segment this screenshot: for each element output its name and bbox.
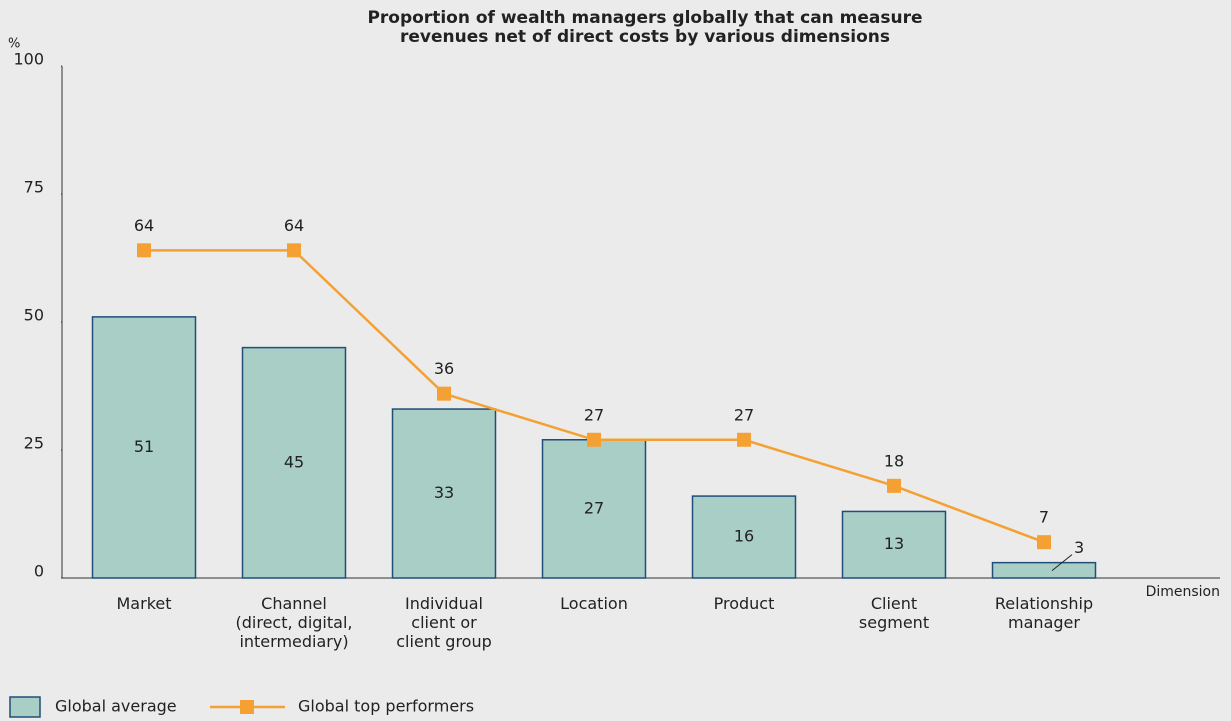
leader-line [1051, 554, 1073, 572]
line-value-label: 36 [434, 359, 454, 378]
bar-value-label: 45 [284, 452, 304, 471]
x-tick-label: Channel (direct, digital, intermediary) [235, 594, 353, 651]
bar-value-label: 16 [734, 527, 754, 546]
bar [241, 346, 347, 579]
x-tick-label: Market [116, 594, 172, 613]
line-value-label: 27 [584, 405, 604, 424]
y-tick-label: 50 [24, 306, 44, 325]
bar [391, 408, 497, 579]
bar-value-label: 33 [434, 483, 454, 502]
y-tick-label: 0 [34, 562, 44, 581]
bar [91, 316, 197, 579]
bar-value-label: 3 [1074, 538, 1084, 557]
legend-label: Global top performers [298, 697, 474, 716]
y-tick-label: 25 [24, 434, 44, 453]
line-marker [587, 432, 601, 447]
line-value-label: 27 [734, 405, 754, 424]
line-marker [137, 243, 151, 258]
y-unit: % [8, 37, 20, 52]
line-marker [887, 478, 901, 493]
x-tick-label: Individual client or client group [396, 594, 492, 651]
x-tick-label: Client segment [858, 594, 930, 632]
legend-label: Global average [55, 697, 177, 716]
legend-swatch [9, 696, 41, 718]
line-value-label: 64 [134, 216, 154, 235]
line-marker [1037, 535, 1051, 550]
x-tick-label: Relationship manager [994, 594, 1094, 632]
chart-title: Proportion of wealth managers globally t… [367, 8, 923, 47]
legend-swatch-marker [240, 700, 254, 714]
bar-value-label: 27 [584, 498, 604, 517]
x-tick-label: Location [560, 594, 628, 613]
line-value-label: 64 [284, 216, 304, 235]
line-value-label: 18 [884, 451, 904, 470]
bar-value-label: 51 [134, 437, 154, 456]
line-marker [287, 243, 301, 258]
y-tick-label: 100 [13, 50, 44, 69]
bar-value-label: 13 [884, 534, 904, 553]
bar [541, 439, 647, 579]
line-value-label: 7 [1039, 508, 1049, 527]
bar [691, 495, 797, 579]
line-marker [437, 386, 451, 401]
bar [991, 561, 1097, 579]
y-tick-label: 75 [24, 178, 44, 197]
x-tick-label: Product [713, 594, 775, 613]
line-marker [737, 432, 751, 447]
x-axis-label: Dimension [1146, 584, 1220, 600]
bar [841, 510, 947, 579]
